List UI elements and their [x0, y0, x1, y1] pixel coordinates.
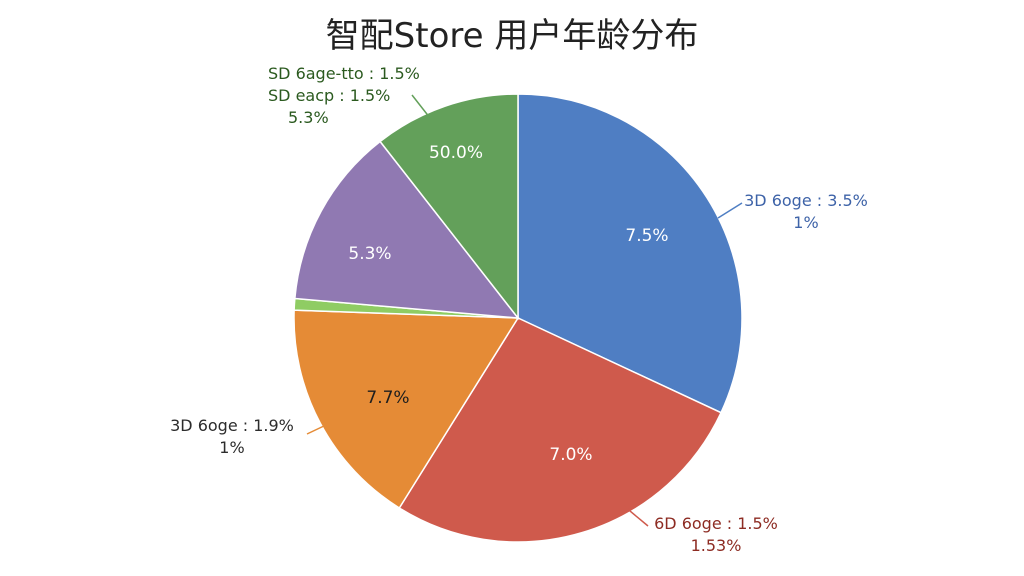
callout-label-2-2: 1.53% — [691, 536, 742, 555]
callout-label-3-1: 3D 6oge : 1.9% — [170, 416, 294, 435]
leader-line-1 — [717, 202, 743, 219]
callout-label-3-2: 1% — [219, 438, 244, 457]
pie-slice-label-6: 50.0% — [429, 143, 483, 163]
leader-line-6 — [411, 94, 431, 119]
pie-slice-label-5: 5.3% — [348, 244, 391, 264]
pie-slice-label-3: 7.7% — [366, 388, 409, 408]
chart-title: 智配Store 用户年龄分布 — [325, 16, 699, 56]
callout-label-1-2: 1% — [793, 213, 818, 232]
pie-slice-3 — [293, 309, 520, 509]
pie-slice-6 — [379, 93, 519, 321]
callout-label-2-1: 6D 6oge : 1.5% — [654, 514, 778, 533]
leader-line-2 — [623, 505, 649, 527]
callout-label-6-1: SD 6age-tto : 1.5% — [268, 64, 420, 83]
pie-slice-label-1: 7.5% — [625, 226, 668, 246]
callout-label-6-2: SD eacp : 1.5% — [268, 86, 390, 105]
callout-label-1-1: 3D 6oge : 3.5% — [744, 191, 868, 210]
pie-slice-5 — [294, 140, 520, 319]
leader-line-3 — [306, 424, 327, 435]
callout-label-6-3: 5.3% — [288, 108, 329, 127]
pie-slice-1 — [517, 93, 743, 414]
pie-slice-label-2: 7.0% — [549, 445, 592, 465]
pie-slice-2 — [398, 317, 723, 543]
